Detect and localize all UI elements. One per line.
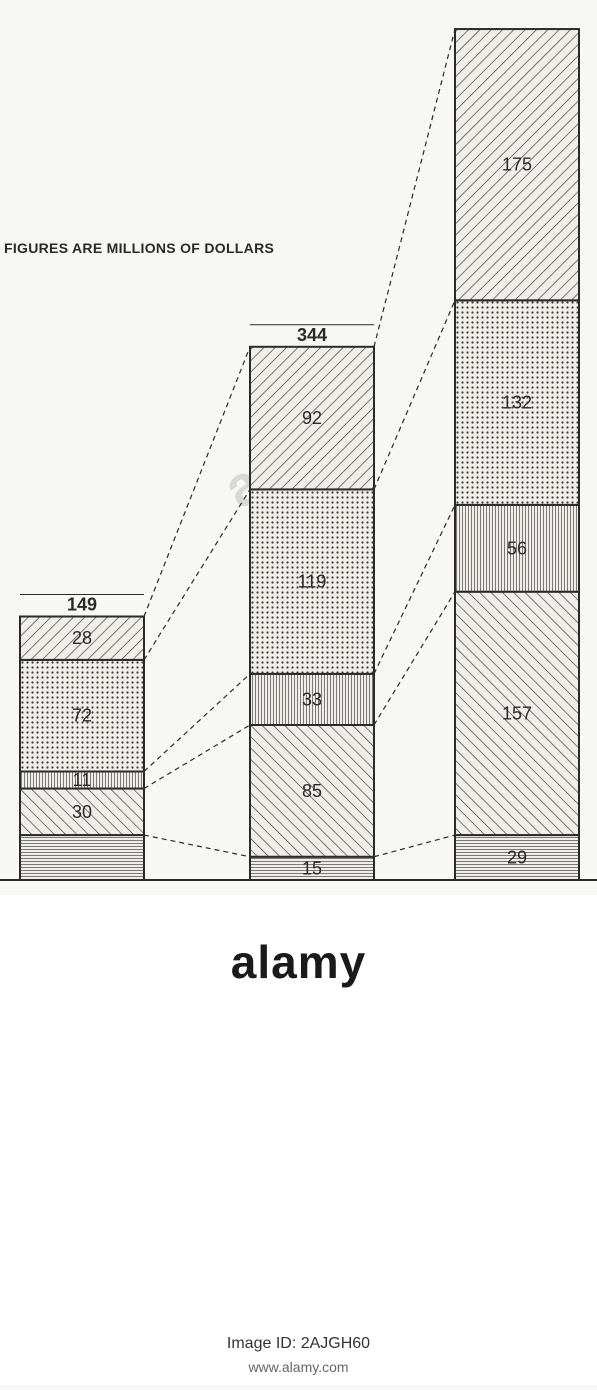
svg-text:56: 56 [507,538,527,558]
chart-page: alamy FIGURES ARE MILLIONS OF DOLLARS 30… [0,0,597,890]
svg-text:28: 28 [72,628,92,648]
svg-text:85: 85 [302,781,322,801]
svg-text:11: 11 [73,770,92,790]
footer-logo: alamy [231,935,366,989]
image-code: Image ID: 2AJGH60 [227,1335,370,1353]
svg-text:15: 15 [302,858,322,878]
footer-site: www.alamy.com [227,1359,370,1375]
stacked-bar-chart: 30 11 72 28 149 15 85 33 119 92 344 29 157 56 132 175 [0,0,597,890]
svg-text:72: 72 [72,706,92,726]
svg-text:30: 30 [72,802,92,822]
stock-footer: alamy Image ID: 2AJGH60 www.alamy.com [0,895,597,1385]
svg-text:157: 157 [502,703,532,723]
svg-text:33: 33 [302,689,322,709]
svg-text:175: 175 [502,155,532,175]
svg-text:92: 92 [302,408,322,428]
svg-text:132: 132 [502,393,532,413]
svg-text:344: 344 [297,325,327,345]
svg-text:149: 149 [67,595,97,615]
svg-text:29: 29 [507,848,527,868]
svg-text:119: 119 [298,572,327,592]
